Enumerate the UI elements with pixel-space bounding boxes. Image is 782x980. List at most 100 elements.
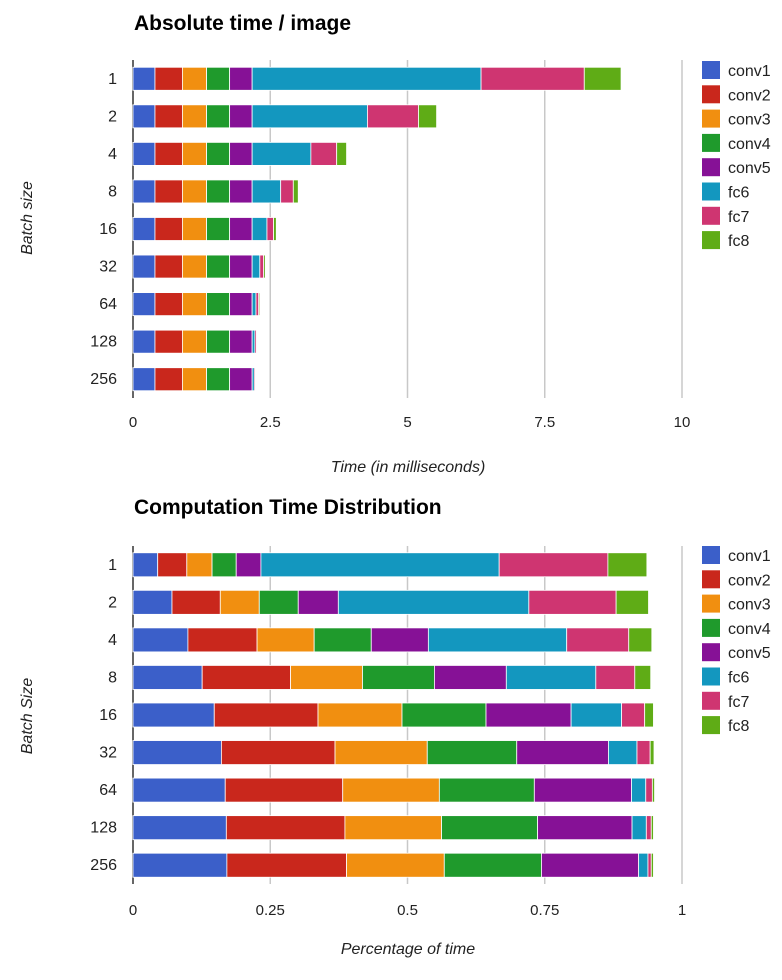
bar-conv4 <box>362 665 435 690</box>
bar-conv5 <box>297 589 339 615</box>
category-label: 16 <box>99 707 117 724</box>
bar-conv2 <box>201 665 291 690</box>
category-label: 32 <box>99 745 117 762</box>
bar-fc8 <box>256 329 258 354</box>
bar-conv3 <box>346 852 445 878</box>
legend-label-conv2: conv2 <box>728 87 771 104</box>
bar-conv4 <box>206 292 231 317</box>
bar-fc7 <box>498 552 609 578</box>
legend-label-fc8: fc8 <box>728 233 749 250</box>
legend-swatch-fc8 <box>702 716 720 735</box>
bar-conv5 <box>229 217 253 241</box>
category-label: 64 <box>99 782 117 799</box>
legend-swatch-fc8 <box>702 231 720 250</box>
bar-conv5 <box>370 627 429 653</box>
bar-conv2 <box>220 740 336 765</box>
bar-conv5 <box>229 367 253 392</box>
bar-fc7 <box>595 665 636 690</box>
category-label: 64 <box>99 296 117 313</box>
bar-conv3 <box>182 141 207 166</box>
bar-conv5 <box>235 552 262 578</box>
bar-conv3 <box>290 665 363 690</box>
category-label: 256 <box>90 371 117 388</box>
bar-conv3 <box>182 254 207 279</box>
bar-fc7 <box>645 815 652 841</box>
bar-conv2 <box>154 104 183 129</box>
absolute-time-chart: Absolute time / image Batch size Time (i… <box>0 0 782 488</box>
x-tick-label: 10 <box>674 414 691 431</box>
bar-conv5 <box>229 179 253 204</box>
bar-conv4 <box>313 627 372 653</box>
bar-fc6 <box>251 66 482 91</box>
bar-fc8 <box>292 179 299 204</box>
bar-conv3 <box>317 702 403 728</box>
legend-label-conv1: conv1 <box>728 63 771 80</box>
x-tick-label: 5 <box>403 414 411 431</box>
bar-conv4 <box>206 141 231 166</box>
legend-label-conv3: conv3 <box>728 112 771 129</box>
bar-fc8 <box>615 589 649 615</box>
bar-fc8 <box>583 66 622 91</box>
bar-conv4 <box>206 104 231 129</box>
bar-conv1 <box>132 740 222 765</box>
bar-fc8 <box>273 217 277 241</box>
bar-fc6 <box>260 552 500 578</box>
bar-conv2 <box>154 141 183 166</box>
bar-conv4 <box>206 66 231 91</box>
x-tick-label: 0.5 <box>397 902 418 919</box>
bar-fc8 <box>336 141 347 166</box>
legend-swatch-conv4 <box>702 618 720 637</box>
bar-conv1 <box>132 367 156 392</box>
x-axis-label: Percentage of time <box>341 941 475 958</box>
bar-fc8 <box>644 702 654 728</box>
bar-fc8 <box>418 104 437 129</box>
time-distribution-chart: Computation Time Distribution Batch Size… <box>0 488 782 975</box>
category-label: 2 <box>108 108 117 125</box>
bar-fc7 <box>566 627 630 653</box>
bar-fc6 <box>251 254 261 279</box>
legend-label-fc8: fc8 <box>728 718 749 735</box>
bar-conv2 <box>154 329 183 354</box>
bar-fc7 <box>647 852 652 878</box>
bar-conv4 <box>441 815 539 841</box>
bar-conv4 <box>206 217 231 241</box>
bar-fc8 <box>258 292 261 317</box>
bar-conv2 <box>154 66 183 91</box>
bar-conv4 <box>401 702 487 728</box>
legend-swatch-fc6 <box>702 667 720 686</box>
bar-conv1 <box>132 292 156 317</box>
bar-conv3 <box>256 627 315 653</box>
bar-conv2 <box>226 852 347 878</box>
bar-conv1 <box>132 104 156 129</box>
bar-fc7 <box>480 66 585 91</box>
bar-conv2 <box>213 702 319 728</box>
legend-label-conv1: conv1 <box>728 548 771 565</box>
legend-swatch-conv3 <box>702 594 720 613</box>
x-tick-label: 2.5 <box>260 414 281 431</box>
category-label: 32 <box>99 259 117 276</box>
bar-conv3 <box>182 367 207 392</box>
category-label: 8 <box>108 183 117 200</box>
bar-fc8 <box>607 552 648 578</box>
bar-conv1 <box>132 702 215 728</box>
bar-fc7 <box>621 702 646 728</box>
bar-fc6 <box>631 777 647 803</box>
bar-conv1 <box>132 589 173 615</box>
x-tick-label: 0.25 <box>256 902 285 919</box>
bar-conv2 <box>157 552 188 578</box>
legend-swatch-conv2 <box>702 570 720 589</box>
category-label: 8 <box>108 669 117 686</box>
bar-fc8 <box>263 254 266 279</box>
bar-conv1 <box>132 852 228 878</box>
bar-conv4 <box>443 852 542 878</box>
bar-conv2 <box>171 589 221 615</box>
bar-fc6 <box>505 665 597 690</box>
bar-fc8 <box>650 852 654 878</box>
bar-conv1 <box>132 815 227 841</box>
bar-conv1 <box>132 66 156 91</box>
bar-conv5 <box>541 852 640 878</box>
bar-conv3 <box>182 329 207 354</box>
legend-swatch-conv4 <box>702 133 720 152</box>
bar-conv5 <box>537 815 633 841</box>
bar-conv2 <box>187 627 258 653</box>
